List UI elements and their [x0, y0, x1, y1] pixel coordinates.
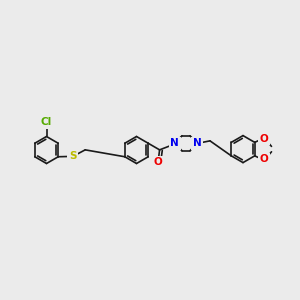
Text: S: S: [69, 152, 76, 161]
Text: O: O: [259, 134, 268, 144]
Text: O: O: [259, 154, 268, 164]
Text: O: O: [153, 158, 162, 167]
Text: N: N: [170, 138, 179, 148]
Text: Cl: Cl: [41, 117, 52, 128]
Text: N: N: [193, 138, 202, 148]
